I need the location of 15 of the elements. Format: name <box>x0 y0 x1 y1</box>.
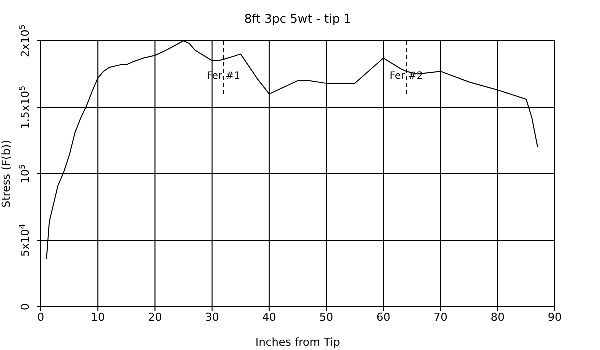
ref-line-label: Fer #2 <box>390 71 424 82</box>
y-axis-title: Stress (F(b)) <box>0 140 13 208</box>
x-tick-label: 20 <box>148 310 162 324</box>
x-tick-label: 80 <box>490 310 505 324</box>
chart-title: 8ft 3pc 5wt - tip 1 <box>243 12 353 26</box>
x-tick-label: 60 <box>376 310 391 324</box>
x-tick-label: 10 <box>91 310 106 324</box>
x-tick-label: 70 <box>434 310 448 324</box>
x-tick-label: 0 <box>38 310 44 324</box>
x-axis-title: Inches from Tip <box>256 336 340 349</box>
y-tick-label: 0 <box>19 304 32 310</box>
x-tick-label: 90 <box>548 310 562 324</box>
x-tick-label: 50 <box>320 310 334 324</box>
x-tick-label: 40 <box>262 310 276 324</box>
x-tick-label: 30 <box>205 310 220 324</box>
